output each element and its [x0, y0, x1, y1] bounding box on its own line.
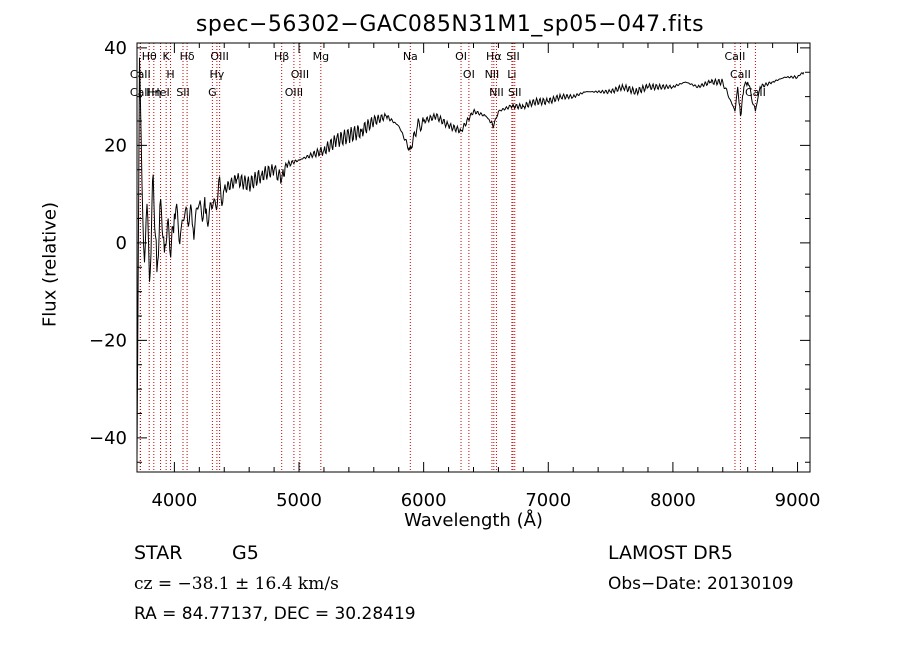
spectral-line-label: OIII [291, 68, 309, 81]
spectral-line-label: H [166, 68, 174, 81]
x-tick-label: 9000 [775, 490, 821, 511]
spectral-line-label: G [208, 86, 217, 99]
spectral-line-label: Na [403, 50, 418, 63]
spectral-line-markers [139, 43, 756, 472]
y-tick-label: 40 [104, 38, 127, 59]
spectral-line-label: Li [507, 68, 516, 81]
spectral-line-label: Hα [486, 50, 502, 63]
object-subclass: G5 [232, 542, 259, 564]
x-tick-label: 4000 [151, 490, 197, 511]
chart-title: spec−56302−GAC085N31M1_sp05−047.fits [195, 12, 705, 37]
x-axis-ticks: 4000 5000 6000 7000 8000 9000 [151, 43, 820, 511]
y-tick-label: −20 [89, 330, 127, 351]
spectral-line-label: Hβ [274, 50, 289, 63]
spectral-line-label: HeI [151, 86, 169, 99]
spectrum-line [136, 57, 805, 458]
spectral-line-label: OI [455, 50, 467, 63]
coordinates: RA = 84.77137, DEC = 30.28419 [134, 604, 416, 624]
x-axis-label: Wavelength (Å) [404, 510, 543, 531]
y-tick-label: 20 [104, 135, 127, 156]
plot-frame [136, 42, 811, 473]
x-tick-label: 5000 [276, 490, 322, 511]
y-axis-label: Flux (relative) [39, 201, 61, 328]
spectral-line-label: CaII [725, 50, 746, 63]
spectral-line-label: Hη [146, 86, 161, 99]
spectral-line-label: NII [485, 68, 500, 81]
spectral-line-label: Mg [313, 50, 329, 63]
spectral-line-label: CaII [745, 86, 766, 99]
x-tick-label: 6000 [401, 490, 447, 511]
spectral-line-label: NII [489, 86, 504, 99]
y-tick-label: −40 [89, 428, 127, 449]
spectral-line-label: K [163, 50, 171, 63]
y-axis-ticks: −40 −20 0 20 40 [89, 38, 810, 463]
spectral-line-label: Hδ [180, 50, 195, 63]
object-class: STAR [134, 542, 183, 564]
spectral-line-label: CaII [730, 68, 751, 81]
x-tick-label: 7000 [525, 490, 571, 511]
observation-date: Obs−Date: 20130109 [608, 574, 794, 594]
spectral-line-label: OI [463, 68, 475, 81]
spectral-line-label: SII [176, 86, 189, 99]
spectral-line-label: Hθ [142, 50, 157, 63]
spectral-line-label: SII [506, 50, 519, 63]
x-tick-label: 8000 [650, 490, 696, 511]
redshift-velocity: cz = −38.1 ± 16.4 km/s [134, 574, 339, 594]
spectral-line-label: SII [508, 86, 521, 99]
spectral-line-label: OIII [210, 50, 228, 63]
spectral-line-label: Hγ [209, 68, 224, 81]
y-tick-label: 0 [116, 233, 127, 254]
spectral-line-label: OIII [285, 86, 303, 99]
spectral-line-label: CaII [130, 68, 151, 81]
data-release: LAMOST DR5 [608, 542, 733, 564]
